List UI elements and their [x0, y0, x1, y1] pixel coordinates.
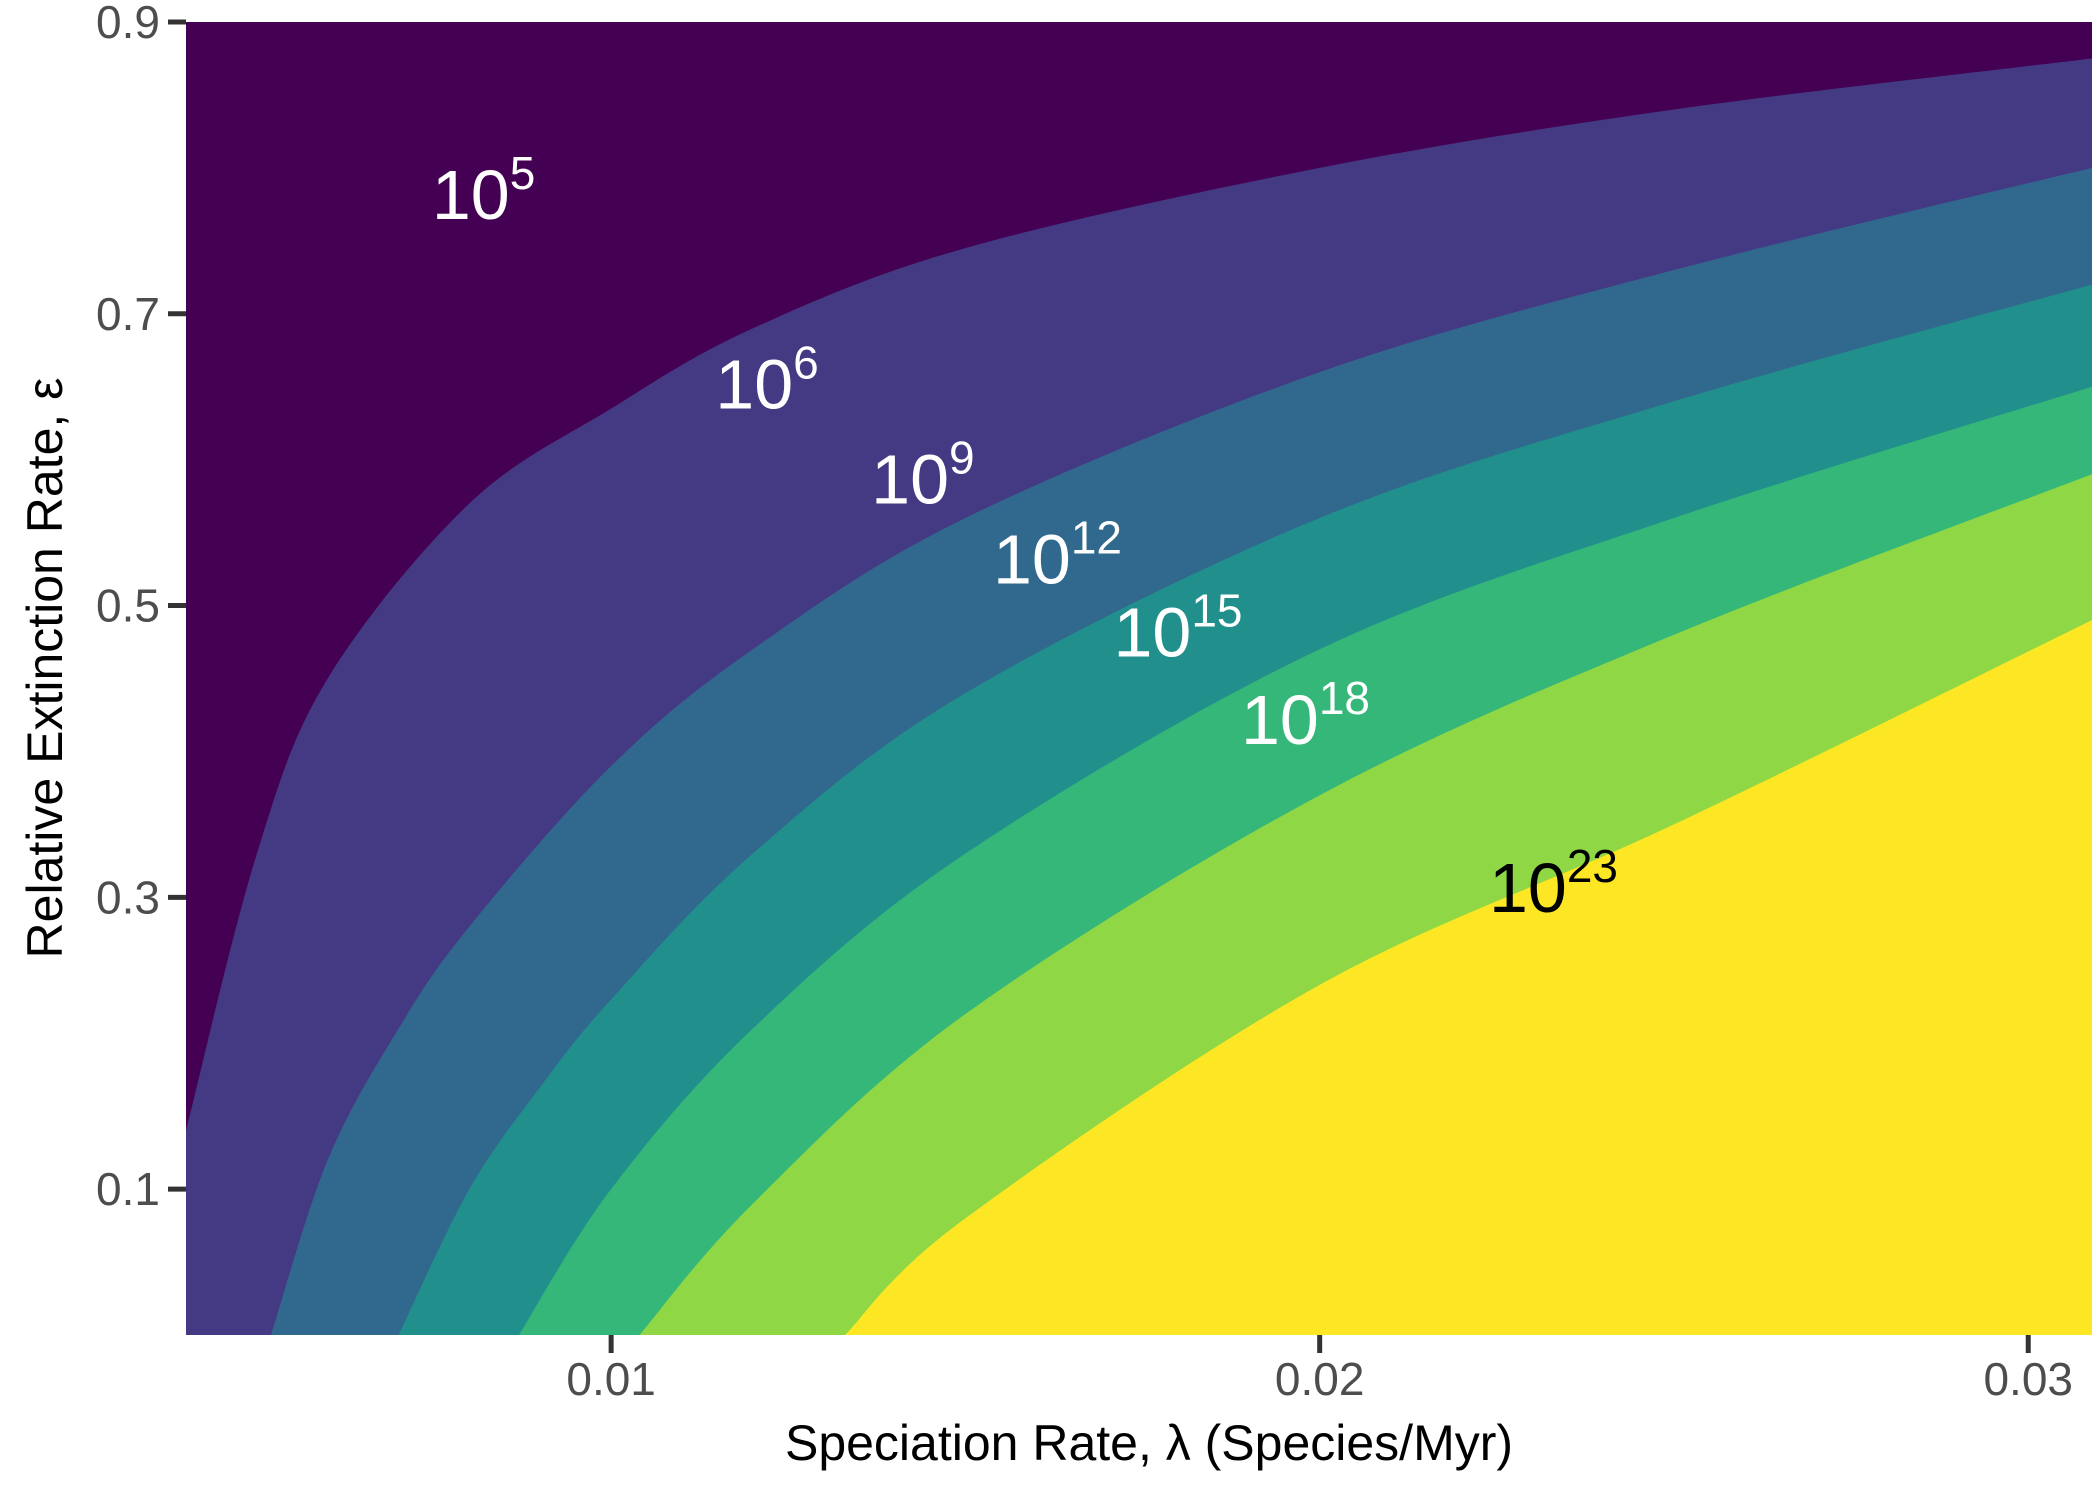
x-axis-title: Speciation Rate, λ (Species/Myr): [785, 1415, 1513, 1471]
y-axis-title: Relative Extinction Rate, ε: [17, 378, 73, 959]
y-tick-label-3: 0.7: [96, 288, 160, 340]
x-tick-label-2: 0.03: [1983, 1353, 2073, 1405]
y-tick-label-4: 0.9: [96, 0, 160, 48]
band-label-6: 1023: [1489, 840, 1618, 927]
x-axis: 0.01 0.02 0.03: [566, 1335, 2073, 1405]
x-tick-label-0: 0.01: [566, 1353, 656, 1405]
y-axis: 0.1 0.3 0.5 0.7 0.9: [96, 0, 186, 1215]
band-label-1: 106: [715, 337, 818, 424]
y-tick-label-0: 0.1: [96, 1163, 160, 1215]
x-tick-label-1: 0.02: [1275, 1353, 1365, 1405]
band-fill-6: [845, 620, 2092, 1335]
band-label-3: 1012: [993, 512, 1122, 599]
contour-bands: [186, 22, 2093, 1336]
band-label-0: 105: [432, 147, 535, 234]
band-label-2: 109: [871, 431, 974, 518]
y-tick-label-2: 0.5: [96, 580, 160, 632]
band-label-5: 1018: [1241, 672, 1370, 759]
band-label-4: 1015: [1113, 585, 1242, 672]
y-tick-label-1: 0.3: [96, 871, 160, 923]
